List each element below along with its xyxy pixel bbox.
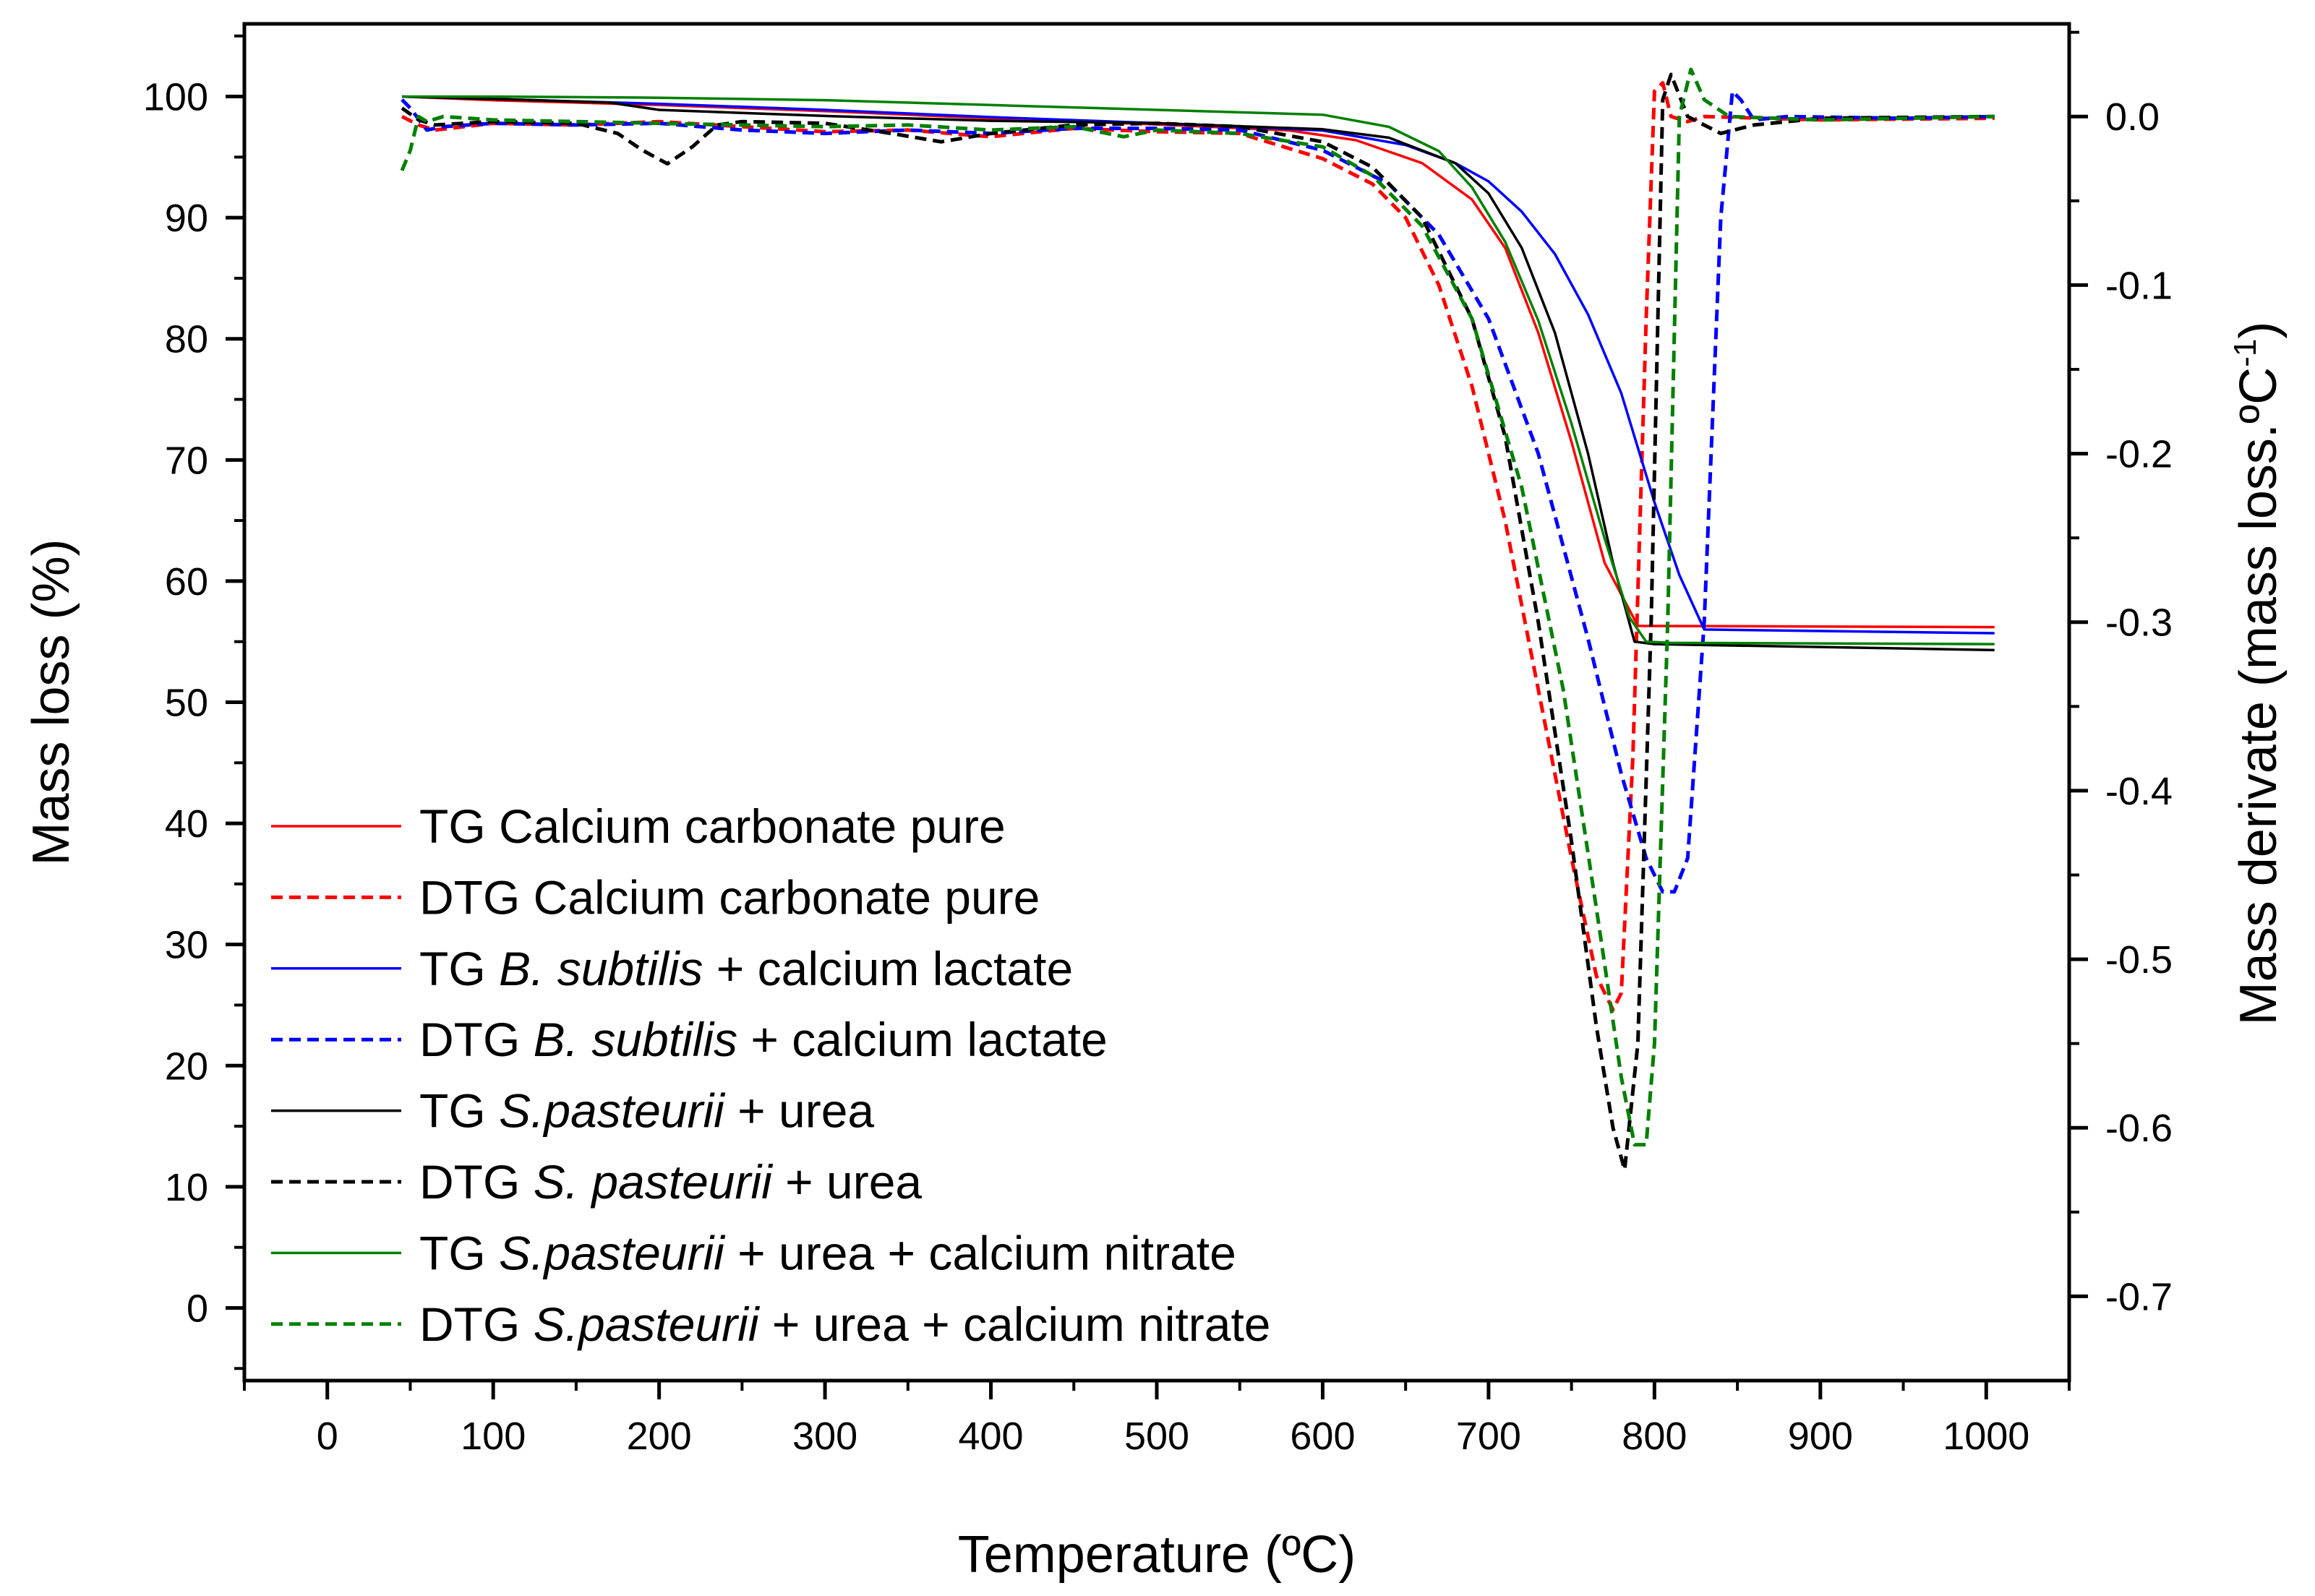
legend-label-part: + urea + calcium nitrate [724, 1226, 1236, 1279]
y-left-tick-label: 0 [187, 1287, 208, 1330]
legend-label-part: S.pasteurii [499, 1084, 726, 1138]
x-tick-label: 400 [958, 1415, 1023, 1458]
x-tick-label: 300 [792, 1415, 857, 1458]
legend-label-6: DTG S. pasteurii + urea [419, 1155, 922, 1209]
x-tick-label: 0 [317, 1415, 338, 1458]
legend-label-part: B. subtilis [534, 1013, 737, 1066]
y-left-tick-label: 90 [165, 197, 208, 240]
x-tick-label: 600 [1290, 1415, 1355, 1458]
y-right-tick-label: -0.7 [2105, 1275, 2173, 1318]
y-right-tick-label: -0.5 [2105, 938, 2173, 982]
legend-label-part: + calcium lactate [703, 942, 1073, 995]
legend-label-3: TG B. subtilis + calcium lactate [419, 942, 1073, 995]
legend-label-part: + urea [724, 1084, 875, 1138]
y-left-tick-label: 30 [165, 924, 208, 967]
legend-label-part: + calcium lactate [737, 1013, 1108, 1066]
legend-label-part: DTG [419, 1155, 534, 1209]
y-axis-title-right-superscript: -1 [2228, 339, 2263, 367]
y-right-tick-label: -0.3 [2105, 601, 2173, 645]
legend-label-part: B. subtilis [499, 942, 703, 995]
y-right-tick-label: -0.4 [2105, 770, 2173, 813]
y-right-tick-label: -0.2 [2105, 433, 2173, 476]
y-left-tick-label: 80 [165, 318, 208, 361]
series-line-7 [402, 95, 1995, 645]
axes-layer: 0 100 200 300 400 500 600 700 800 900 1000 0 10 20 30 4… [143, 30, 2173, 1458]
x-tick-label: 900 [1788, 1415, 1853, 1458]
legend-label-part: TG [419, 942, 499, 995]
legend-label-part: S.pasteurii [499, 1226, 726, 1279]
legend-label-8: DTG S.pasteurii + urea + calcium nitrate [419, 1297, 1271, 1351]
legend-label-part: DTG Calcium carbonate pure [419, 870, 1040, 924]
x-tick-label: 100 [461, 1415, 526, 1458]
y-left-tick-label: 70 [165, 439, 208, 482]
y-left-tick-label: 100 [143, 76, 208, 119]
series-line-4 [401, 89, 1995, 894]
legend-label-part: + urea + calcium nitrate [758, 1297, 1270, 1351]
legend-label-part: TG Calcium carbonate pure [419, 799, 1006, 853]
series-layer [400, 67, 1995, 1172]
x-axis-title: Temperature (ºC) [958, 1526, 1356, 1584]
legend-label-part: DTG [419, 1297, 534, 1351]
y-left-tick-label: 20 [165, 1044, 208, 1088]
y-left-tick-label: 50 [165, 682, 208, 725]
legend-label-part: TG [419, 1226, 499, 1279]
series-line-8 [400, 67, 1995, 1147]
legend-label-5: TG S.pasteurii + urea [419, 1084, 874, 1138]
legend-label-part: DTG [419, 1013, 534, 1066]
y-right-tick-label: -0.1 [2105, 264, 2173, 307]
legend-label-part: TG [419, 1084, 499, 1138]
legend-label-part: + urea [772, 1155, 923, 1209]
y-left-tick-label: 10 [165, 1166, 208, 1209]
legend-label-part: S. pasteurii [534, 1155, 774, 1209]
y-right-tick-label: 0.0 [2105, 95, 2160, 139]
series-line-2 [401, 81, 1995, 1012]
y-axis-title-right-main: Mass derivate (mass loss.ºC [2230, 367, 2288, 1026]
x-tick-label: 500 [1124, 1415, 1189, 1458]
x-tick-label: 1000 [1943, 1415, 2029, 1458]
y-right-tick-label: -0.6 [2105, 1107, 2173, 1150]
legend-label-part: S.pasteurii [534, 1297, 761, 1351]
legend-label-4: DTG B. subtilis + calcium lactate [419, 1013, 1108, 1066]
x-tick-label: 800 [1622, 1415, 1687, 1458]
series-line-6 [401, 72, 1995, 1172]
legend-label-2: DTG Calcium carbonate pure [419, 870, 1040, 924]
legend-label-1: TG Calcium carbonate pure [419, 799, 1006, 853]
y-left-tick-label: 60 [165, 560, 208, 604]
x-tick-label: 200 [627, 1415, 692, 1458]
y-axis-title-right: Mass derivate (mass loss.ºC-1) [2228, 322, 2288, 1026]
y-axis-title-left: Mass loss (%) [22, 539, 80, 865]
series-line-3 [401, 95, 1995, 635]
legend-label-7: TG S.pasteurii + urea + calcium nitrate [419, 1226, 1236, 1279]
x-tick-label: 700 [1456, 1415, 1521, 1458]
y-left-tick-label: 40 [165, 802, 208, 846]
y-axis-title-right-close: ) [2230, 322, 2288, 339]
legend: TG Calcium carbonate pure DTG Calcium car… [271, 799, 1271, 1351]
